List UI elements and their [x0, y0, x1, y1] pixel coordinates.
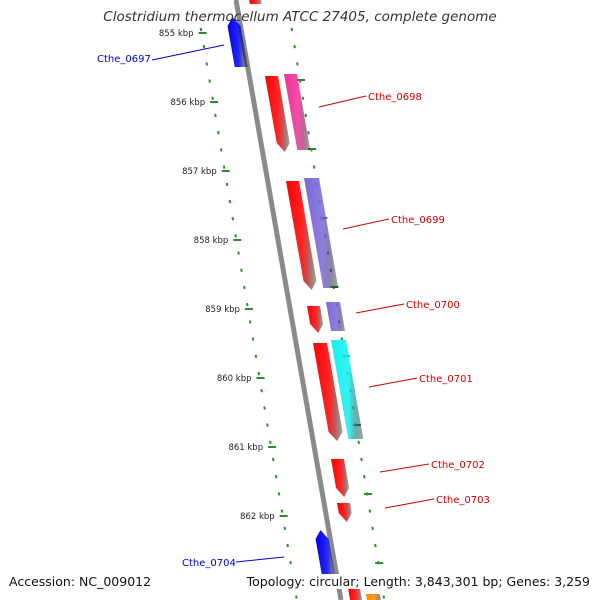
gene-leader-line — [318, 95, 367, 108]
minor-tick — [263, 406, 266, 410]
minor-tick — [214, 113, 217, 118]
feature-block — [304, 178, 339, 288]
accession-label: Accession: NC_009012 — [9, 574, 152, 589]
minor-tick — [245, 303, 249, 307]
minor-tick — [266, 423, 269, 427]
kbp-label: 859 kbp — [205, 305, 240, 315]
minor-tick — [269, 440, 272, 444]
feature-block — [284, 74, 311, 150]
minor-tick — [228, 199, 232, 204]
minor-tick — [293, 45, 296, 49]
kbp-label: 857 kbp — [182, 167, 217, 177]
minor-tick — [307, 131, 310, 135]
gene-label: Cthe_0704 — [182, 558, 236, 569]
feature-block — [326, 302, 346, 331]
gene-label: Cthe_0698 — [368, 92, 422, 103]
minor-tick — [363, 475, 366, 479]
gene-arrow-cthe-0703 — [337, 503, 352, 522]
minor-tick — [257, 371, 261, 376]
gene-leader-line — [355, 303, 405, 314]
gene-arrow-cthe-0701 — [313, 343, 343, 441]
genome-backbone — [233, 0, 344, 600]
minor-tick — [357, 440, 360, 444]
minor-tick — [374, 543, 377, 548]
minor-tick — [368, 509, 372, 513]
map-title: Clostridium thermocellum ATCC 27405, com… — [103, 9, 497, 25]
minor-tick — [217, 131, 220, 135]
minor-tick — [382, 595, 386, 599]
minor-tick — [234, 234, 237, 238]
feature-block — [366, 594, 382, 600]
gene-label: Cthe_0697 — [97, 54, 151, 65]
minor-tick — [202, 45, 206, 49]
gene-arrow-cthe-0697 — [227, 17, 248, 67]
minor-tick — [360, 457, 363, 462]
gene-leader-line — [235, 556, 285, 563]
minor-tick — [371, 526, 374, 530]
minor-tick — [231, 217, 235, 221]
kbp-label: 856 kbp — [170, 98, 205, 108]
minor-tick — [208, 79, 211, 83]
minor-tick — [296, 62, 299, 66]
minor-tick — [237, 251, 240, 255]
minor-tick — [312, 165, 316, 169]
minor-tick — [199, 27, 203, 32]
gene-label: Cthe_0700 — [406, 300, 460, 311]
gene-leader-line — [368, 377, 418, 388]
minor-tick — [260, 389, 263, 393]
kbp-label: 860 kbp — [217, 374, 252, 384]
minor-tick — [283, 526, 287, 530]
kbp-label: 862 kbp — [240, 512, 275, 522]
gene-leader-line — [379, 463, 430, 473]
minor-tick — [271, 457, 275, 462]
gene-label: Cthe_0702 — [431, 460, 485, 471]
minor-tick — [277, 492, 281, 496]
minor-tick — [219, 148, 223, 152]
gene-arrow-cthe-0704 — [315, 530, 337, 585]
gene-arrow-cthe-0702 — [331, 459, 350, 497]
gene-leader-line — [151, 44, 225, 61]
minor-tick — [274, 475, 278, 479]
minor-tick — [251, 337, 255, 341]
minor-tick — [295, 595, 298, 599]
minor-tick — [211, 96, 214, 100]
minor-tick — [254, 354, 258, 358]
minor-tick — [222, 165, 226, 169]
minor-tick — [240, 268, 243, 272]
minor-tick — [304, 113, 308, 118]
gene-arrow-cthe-0698 — [265, 76, 290, 152]
minor-tick — [243, 285, 246, 290]
minor-tick — [280, 509, 284, 513]
feature-block — [348, 588, 363, 600]
gene-label: Cthe_0699 — [391, 215, 445, 226]
minor-tick — [286, 543, 289, 548]
kbp-label: 855 kbp — [159, 29, 194, 39]
feature-block — [331, 340, 364, 439]
genome-summary: Topology: circular; Length: 3,843,301 bp… — [244, 574, 590, 589]
minor-tick — [289, 561, 292, 565]
kbp-label: 858 kbp — [194, 236, 229, 246]
minor-tick — [205, 62, 209, 66]
gene-arrow-cthe-0699 — [286, 181, 317, 290]
kbp-label: 861 kbp — [228, 443, 263, 453]
gene-arrow-cthe-0700 — [307, 306, 324, 333]
gene-arrow — [249, 0, 262, 4]
minor-tick — [248, 320, 252, 324]
minor-tick — [225, 182, 229, 186]
gene-leader-line — [384, 498, 435, 509]
minor-tick — [301, 96, 305, 100]
minor-tick — [290, 27, 294, 32]
gene-leader-line — [342, 218, 390, 230]
gene-label: Cthe_0703 — [436, 495, 490, 506]
gene-label: Cthe_0701 — [419, 374, 473, 385]
